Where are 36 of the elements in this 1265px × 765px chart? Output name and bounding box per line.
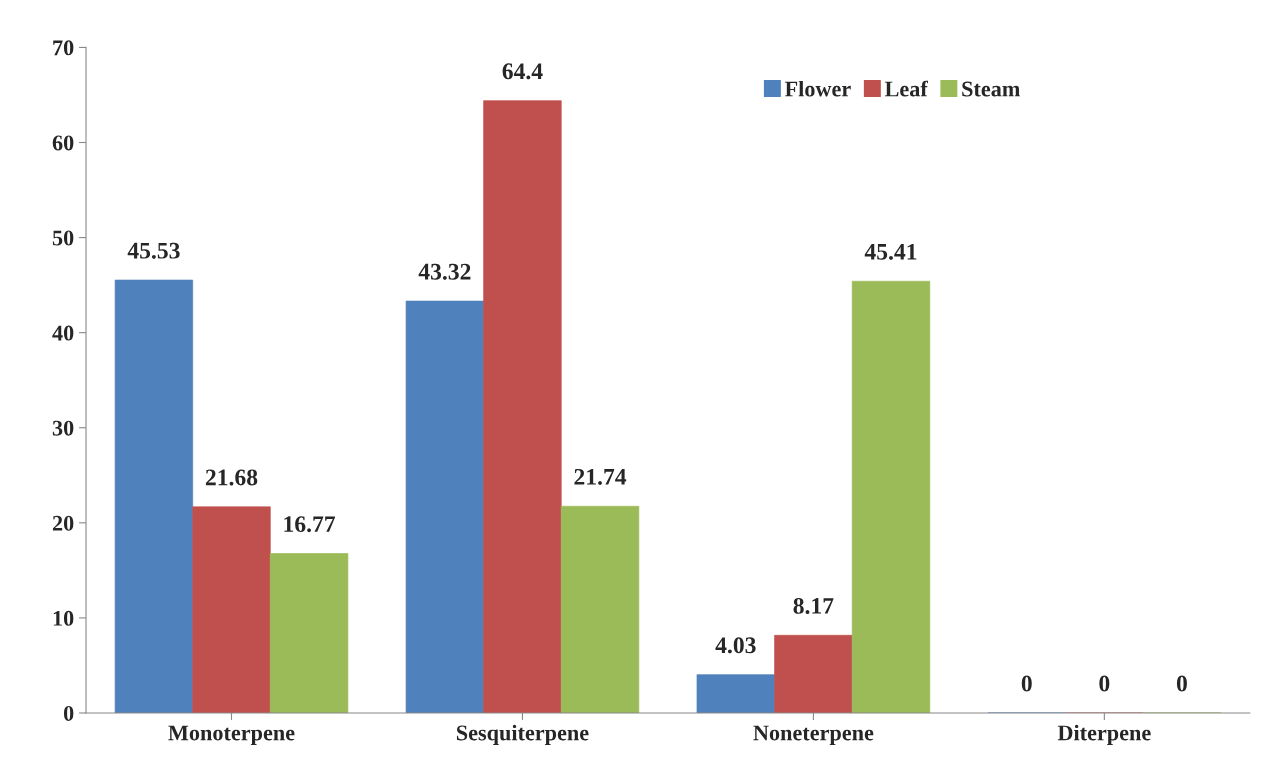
data-label: 0 — [1176, 675, 1187, 692]
y-tick-label: 60 — [52, 135, 74, 151]
data-label: 4.03 — [715, 637, 756, 654]
y-tick-label: 20 — [52, 515, 74, 531]
x-tick-label: Diterpene — [1057, 724, 1151, 745]
y-tick-label: 0 — [63, 705, 74, 721]
data-label: 21.74 — [574, 468, 627, 485]
data-label: 0 — [1021, 675, 1032, 692]
bar — [851, 280, 931, 713]
data-label: 45.41 — [864, 243, 917, 260]
y-tick-label: 70 — [53, 40, 74, 56]
data-label: 45.53 — [127, 242, 180, 259]
y-tick-label: 10 — [53, 610, 74, 626]
y-tick-label: 40 — [52, 325, 74, 341]
y-tick-label: 30 — [52, 420, 74, 436]
data-label: 8.17 — [793, 597, 834, 614]
bar — [483, 100, 562, 713]
bar — [405, 300, 484, 713]
data-label: 0 — [1099, 675, 1110, 692]
data-label: 43.32 — [418, 263, 471, 280]
legend-label: Leaf — [884, 80, 928, 97]
bar — [114, 279, 194, 713]
bar — [269, 553, 349, 713]
data-label: 21.68 — [205, 469, 258, 486]
data-label: 16.77 — [284, 516, 336, 533]
bar — [774, 634, 853, 713]
data-label: 64.4 — [502, 63, 543, 80]
bar — [560, 505, 640, 713]
x-tick-label: Monoterpene — [168, 725, 295, 745]
x-tick-label: Sesquiterpene — [456, 724, 589, 745]
bar — [192, 506, 271, 713]
bar — [696, 674, 775, 713]
legend-label: Steam — [962, 81, 1020, 97]
x-tick-label: Noneterpene — [753, 725, 874, 745]
y-tick-label: 50 — [52, 230, 74, 246]
legend-label: Flower — [784, 80, 851, 97]
